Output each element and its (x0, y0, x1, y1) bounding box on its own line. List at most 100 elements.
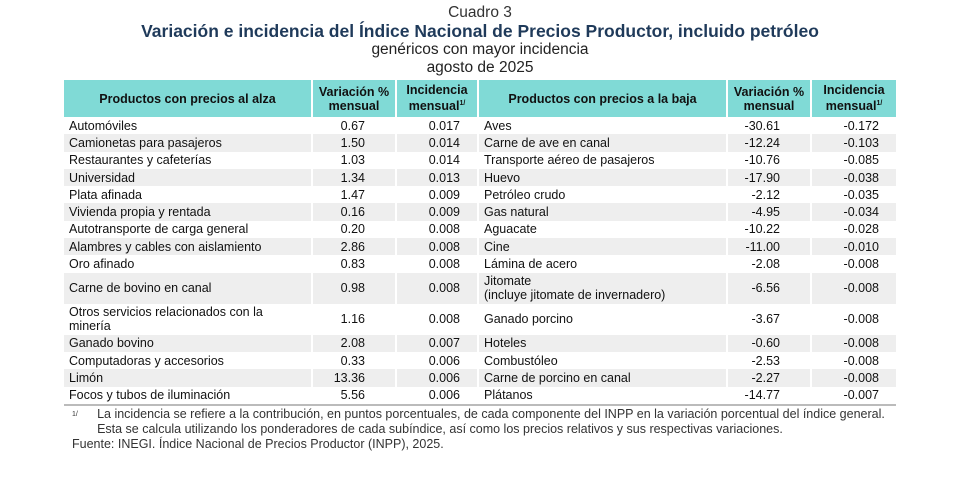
table-row: Plata afinada 1.47 0.009 Petróleo crudo -2.1… (64, 186, 896, 204)
table-row: Ganado bovino 2.08 0.007 Hoteles -0.60 -0.008 (64, 334, 896, 352)
variation-up: 1.47 (311, 186, 396, 204)
table-row: Restaurantes y cafeterías 1.03 0.014 Transp… (64, 151, 896, 169)
product-down: Carne de porcino en canal (477, 369, 727, 387)
product-down: Ganado porcino (477, 303, 727, 335)
table-row: Autotransporte de carga general 0.20 0.008… (64, 220, 896, 239)
product-down: Jitomate (incluye jitomate de invernader… (477, 272, 727, 304)
variation-down: -0.60 (726, 334, 811, 352)
product-down: Aguacate (477, 220, 727, 239)
product-down: Aves (477, 117, 727, 135)
variation-down: -4.95 (726, 203, 811, 221)
source: Fuente: INEGI. Índice Nacional de Precio… (72, 437, 444, 451)
incidence-down: -0.085 (810, 151, 896, 169)
incidence-down: -0.008 (810, 351, 896, 370)
header-up-inc: Incidencia mensual1/ (395, 80, 478, 117)
variation-down: -10.22 (726, 220, 811, 239)
variation-down: -17.90 (726, 168, 811, 187)
variation-up: 0.98 (311, 272, 396, 304)
product-down: Plátanos (477, 386, 727, 406)
product-down: Lámina de acero (477, 255, 727, 273)
variation-up: 2.86 (311, 238, 396, 256)
incidence-down: -0.172 (810, 117, 896, 135)
table-row: Carne de bovino en canal 0.98 0.008 Jitomat… (64, 272, 896, 304)
product-up: Oro afinado (69, 257, 135, 272)
footnote-text: La incidencia se refiere a la contribuci… (97, 407, 885, 436)
product-up: Automóviles (69, 118, 138, 133)
product-up: Focos y tubos de iluminación (64, 386, 312, 406)
variation-down: -11.00 (726, 238, 811, 256)
table-row: Limón 13.36 0.006 Carne de porcino en canal… (64, 369, 896, 387)
product-down: Transporte aéreo de pasajeros (477, 151, 727, 169)
table-row: Otros servicios relacionados con la mine… (64, 303, 896, 335)
header-up: Productos con precios al alza (64, 80, 312, 117)
product-up: Camionetas para pasajeros (64, 134, 312, 152)
table-row: Universidad 1.34 0.013 Huevo -17.90 -0.038 (64, 168, 896, 187)
variation-down: -2.53 (726, 351, 811, 370)
product-up: Alambres y cables con aislamiento (64, 238, 312, 256)
product-up: Computadoras y accesorios (69, 353, 224, 368)
incidence-up: 0.008 (395, 238, 478, 256)
header-down-var: Variación % mensual (726, 80, 811, 117)
variation-down: -3.67 (726, 303, 811, 335)
header-down-inc: Incidencia mensual1/ (810, 80, 896, 117)
variation-down: -30.61 (726, 117, 811, 135)
table-row: Alambres y cables con aislamiento 2.86 0.0… (64, 238, 896, 256)
variation-up: 0.16 (311, 203, 396, 221)
product-down: Petróleo crudo (477, 186, 727, 204)
incidence-down: -0.035 (810, 186, 896, 204)
footnote-mark: 1/ (72, 411, 78, 418)
incidence-up: 0.006 (395, 351, 478, 370)
product-up: Plata afinada (69, 187, 142, 202)
table-row: Computadoras y accesorios 0.33 0.006 Combus… (64, 351, 896, 370)
incidence-up: 0.008 (395, 220, 478, 239)
table-row: Automóviles 0.67 0.017 Aves -30.61 -0.172 (64, 117, 896, 135)
product-up: Vivienda propia y rentada (64, 203, 312, 221)
product-up: Limón (64, 369, 312, 387)
table-row: Vivienda propia y rentada 0.16 0.009 Gas na… (64, 203, 896, 221)
footnote: 1/ La incidencia se refiere a la contrib… (72, 407, 902, 437)
variation-down: -6.56 (726, 272, 811, 304)
incidence-down: -0.007 (810, 386, 896, 406)
variation-down: -14.77 (726, 386, 811, 406)
incidence-down: -0.103 (810, 134, 896, 152)
incidence-up: 0.006 (395, 386, 478, 406)
variation-up: 5.56 (311, 386, 396, 406)
notes: 1/ La incidencia se refiere a la contrib… (72, 407, 902, 452)
variation-up: 0.20 (311, 220, 396, 239)
variation-up: 0.83 (311, 255, 396, 273)
variation-up: 0.33 (311, 351, 396, 370)
table-row: Oro afinado 0.83 0.008 Lámina de acero -2.08… (64, 255, 896, 273)
product-down: Huevo (477, 168, 727, 187)
table-number: Cuadro 3 (448, 4, 512, 21)
variation-down: -10.76 (726, 151, 811, 169)
product-up: Ganado bovino (64, 334, 312, 352)
variation-up: 1.34 (311, 168, 396, 187)
incidence-up: 0.014 (395, 134, 478, 152)
product-down: Cine (477, 238, 727, 256)
variation-up: 1.16 (311, 303, 396, 335)
incidence-down: -0.008 (810, 303, 896, 335)
table-period: agosto de 2025 (426, 59, 534, 76)
incidence-up: 0.009 (395, 186, 478, 204)
variation-down: -2.12 (726, 186, 811, 204)
incidence-down: -0.008 (810, 255, 896, 273)
header-down: Productos con precios a la baja (477, 80, 727, 117)
variation-up: 1.50 (311, 134, 396, 152)
variation-up: 1.03 (311, 151, 396, 169)
incidence-up: 0.008 (395, 272, 478, 304)
product-up: Restaurantes y cafeterías (69, 153, 212, 168)
variation-up: 0.67 (311, 117, 396, 135)
header-row: Productos con precios al alza Variación … (64, 80, 896, 117)
product-up: Otros servicios relacionados con la mine… (69, 305, 263, 334)
product-up: Carne de bovino en canal (64, 272, 312, 304)
incidence-up: 0.013 (395, 168, 478, 187)
variation-down: -12.24 (726, 134, 811, 152)
incidence-down: -0.010 (810, 238, 896, 256)
product-down: Combustóleo (477, 351, 727, 370)
incidence-up: 0.007 (395, 334, 478, 352)
product-up: Autotransporte de carga general (69, 222, 249, 237)
incidence-table: Productos con precios al alza Variación … (64, 80, 896, 406)
incidence-up: 0.008 (395, 255, 478, 273)
incidence-up: 0.009 (395, 203, 478, 221)
table-row: Camionetas para pasajeros 1.50 0.014 Carne … (64, 134, 896, 152)
